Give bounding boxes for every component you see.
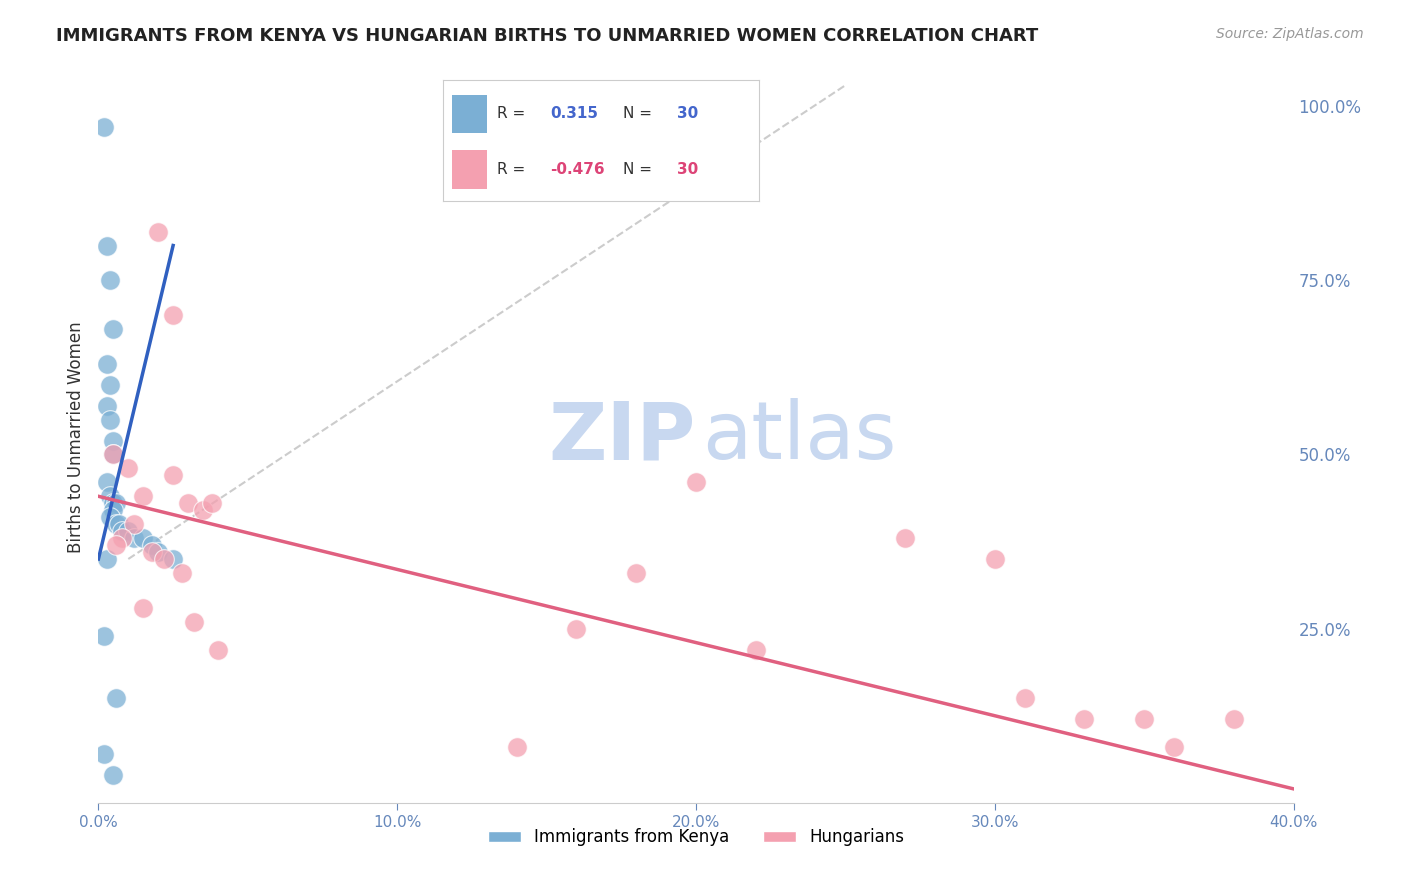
Point — [1014, 691, 1036, 706]
Point — [98, 489, 122, 503]
Point — [565, 622, 588, 636]
Text: R =: R = — [496, 106, 524, 121]
Point — [93, 747, 115, 761]
Y-axis label: Births to Unmarried Women: Births to Unmarried Women — [66, 321, 84, 553]
Point — [132, 489, 155, 503]
Point — [162, 308, 184, 322]
Text: -0.476: -0.476 — [550, 161, 605, 177]
Legend: Immigrants from Kenya, Hungarians: Immigrants from Kenya, Hungarians — [481, 822, 911, 853]
Point — [103, 503, 125, 517]
Point — [1163, 740, 1185, 755]
Point — [98, 273, 122, 287]
Point — [105, 496, 128, 510]
Point — [207, 642, 229, 657]
Point — [626, 566, 648, 580]
Point — [96, 399, 118, 413]
Bar — [453, 95, 486, 133]
Point — [141, 538, 163, 552]
Point — [105, 538, 128, 552]
Point — [98, 412, 122, 426]
Point — [745, 642, 768, 657]
Point — [153, 552, 176, 566]
Text: 30: 30 — [678, 106, 699, 121]
Point — [96, 552, 118, 566]
Point — [98, 510, 122, 524]
Point — [191, 503, 214, 517]
Point — [132, 531, 155, 545]
Point — [1073, 712, 1095, 726]
Point — [894, 531, 917, 545]
Point — [103, 768, 125, 782]
Point — [103, 448, 125, 462]
Text: R =: R = — [496, 161, 524, 177]
Point — [93, 629, 115, 643]
Point — [201, 496, 224, 510]
Point — [103, 448, 125, 462]
Point — [132, 600, 155, 615]
Point — [183, 615, 205, 629]
Point — [103, 434, 125, 448]
Point — [148, 545, 170, 559]
Point — [111, 524, 134, 538]
Point — [141, 545, 163, 559]
Point — [105, 691, 128, 706]
Point — [984, 552, 1007, 566]
Point — [96, 475, 118, 490]
Text: N =: N = — [623, 161, 652, 177]
Point — [124, 517, 146, 532]
Point — [117, 461, 139, 475]
Text: 30: 30 — [678, 161, 699, 177]
Point — [148, 225, 170, 239]
Point — [93, 120, 115, 134]
Bar — [453, 150, 486, 188]
Point — [1223, 712, 1246, 726]
Text: atlas: atlas — [702, 398, 896, 476]
Point — [162, 468, 184, 483]
Text: Source: ZipAtlas.com: Source: ZipAtlas.com — [1216, 27, 1364, 41]
Point — [103, 322, 125, 336]
Point — [96, 357, 118, 371]
Point — [177, 496, 200, 510]
Point — [506, 740, 529, 755]
Point — [162, 552, 184, 566]
Point — [1133, 712, 1156, 726]
Point — [172, 566, 194, 580]
Text: N =: N = — [623, 106, 652, 121]
Text: IMMIGRANTS FROM KENYA VS HUNGARIAN BIRTHS TO UNMARRIED WOMEN CORRELATION CHART: IMMIGRANTS FROM KENYA VS HUNGARIAN BIRTH… — [56, 27, 1039, 45]
Point — [105, 517, 128, 532]
Point — [685, 475, 707, 490]
Point — [103, 496, 125, 510]
Point — [98, 377, 122, 392]
Point — [96, 238, 118, 252]
Point — [124, 531, 146, 545]
Text: ZIP: ZIP — [548, 398, 696, 476]
Point — [117, 524, 139, 538]
Text: 0.315: 0.315 — [550, 106, 599, 121]
Point — [111, 531, 134, 545]
Point — [108, 517, 131, 532]
